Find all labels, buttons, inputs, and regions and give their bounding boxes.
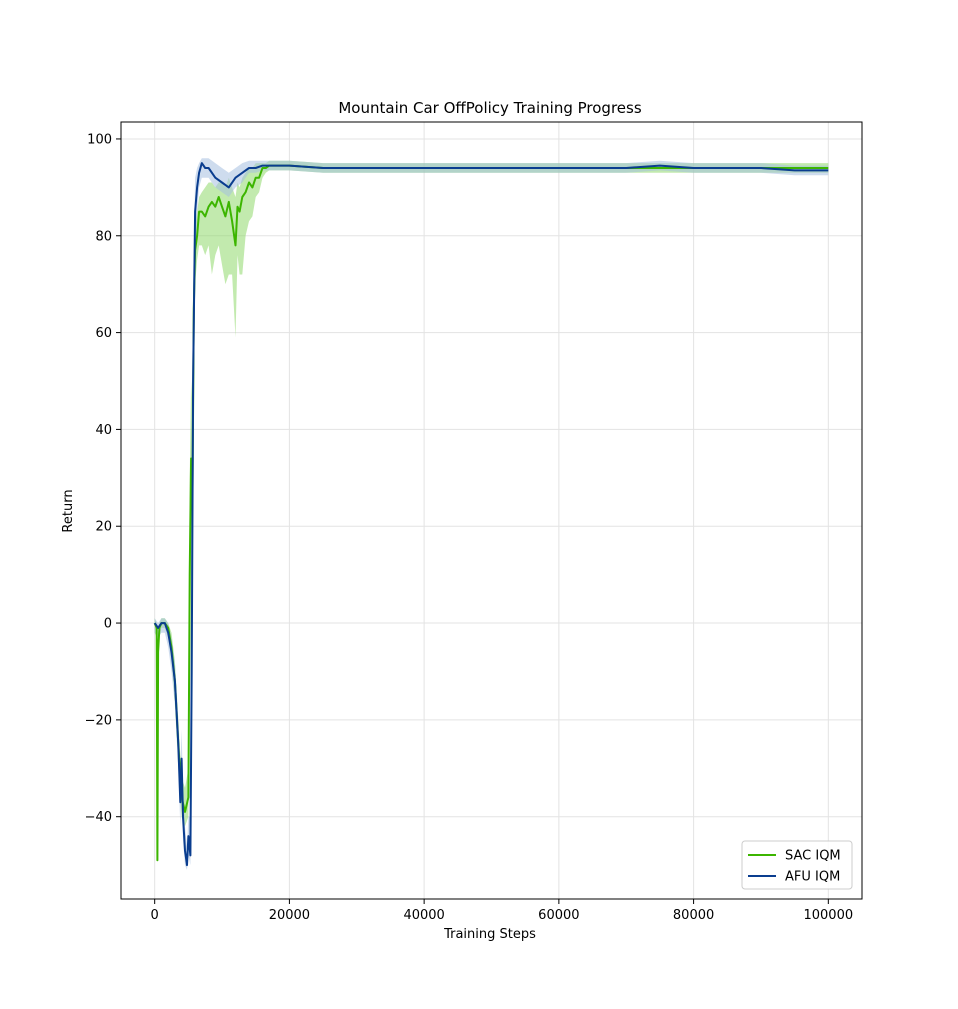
- legend-label-afu-iqm: AFU IQM: [785, 870, 840, 885]
- y-tick-label: 60: [95, 326, 112, 341]
- plot-frame: [120, 121, 863, 900]
- legend: SAC IQM AFU IQM: [741, 840, 853, 890]
- legend-label-sac-iqm: SAC IQM: [785, 849, 841, 864]
- y-tick-label: 80: [95, 229, 112, 244]
- y-tick-label: 100: [87, 132, 112, 147]
- x-tick-label: 0: [151, 908, 159, 923]
- x-tick-label: 100000: [803, 908, 853, 923]
- chart-title: Mountain Car OffPolicy Training Progress: [338, 99, 641, 117]
- x-tick-label: 40000: [403, 908, 444, 923]
- y-tick-label: −40: [85, 810, 112, 825]
- confidence-bands: [154, 158, 829, 871]
- x-tick-label: 60000: [538, 908, 579, 923]
- x-tick-label: 80000: [673, 908, 714, 923]
- sac-iqm-band: [154, 160, 829, 866]
- y-tick-label: 40: [95, 423, 112, 438]
- y-axis-ticks: −40 −20 0 20 40 60 80 100: [85, 132, 121, 825]
- y-tick-label: 0: [104, 617, 112, 632]
- x-tick-label: 20000: [269, 908, 310, 923]
- y-axis-label: Return: [61, 489, 76, 532]
- y-tick-label: 20: [95, 520, 112, 535]
- series-lines: [153, 162, 829, 867]
- grid: [121, 122, 862, 899]
- y-tick-label: −20: [85, 713, 112, 728]
- afu-iqm-line: [153, 162, 829, 867]
- x-axis-label: Training Steps: [443, 927, 536, 942]
- x-axis-ticks: 0 20000 40000 60000 80000 100000: [151, 899, 853, 923]
